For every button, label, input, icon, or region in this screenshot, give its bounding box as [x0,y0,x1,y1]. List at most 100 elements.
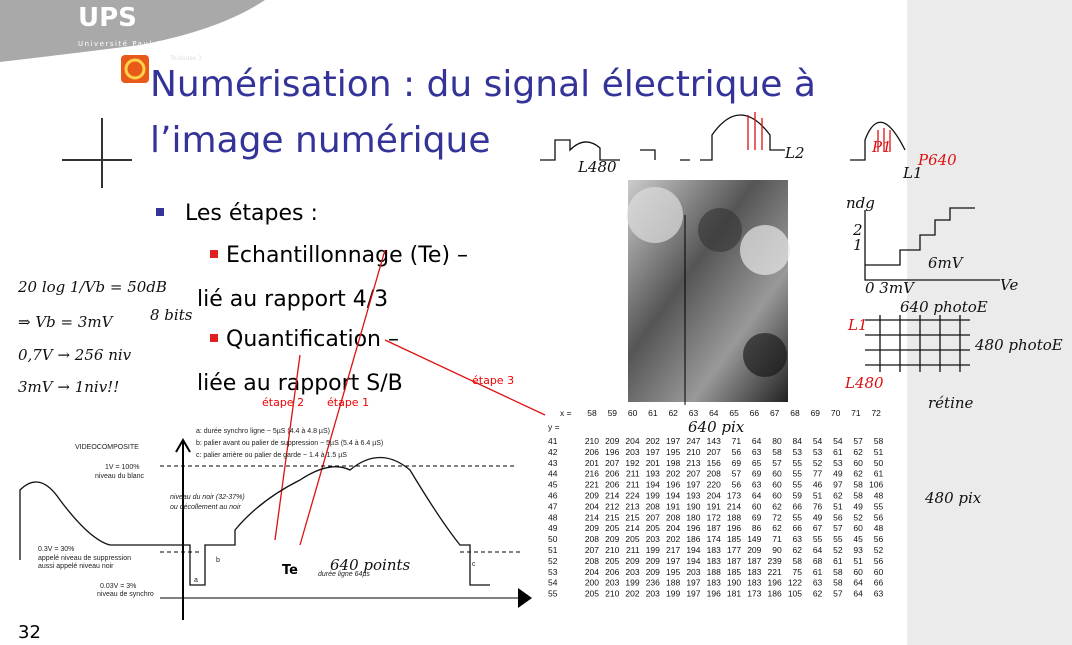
column-header: 72 [871,408,881,418]
table-cell: 63 [813,578,823,588]
table-cell: 58 [833,578,843,588]
table-cell: 209 [585,523,599,533]
table-cell: 209 [646,567,660,577]
table-label: y = [548,422,560,432]
arrow [274,354,301,541]
table-cell: 56 [833,512,843,522]
logo: UPS [78,3,137,33]
table-cell: 188 [666,578,680,588]
table-cell: 186 [686,534,700,544]
table-cell: 206 [605,469,619,479]
table-cell: 54 [813,436,823,446]
row-header: 44 [548,469,558,479]
bullet-text: Echantillonnage (Te) – [226,243,468,268]
row-header: 45 [548,480,558,490]
table-cell: 203 [646,534,660,544]
table-cell: 80 [772,436,782,446]
annotation: étape 2 [262,396,304,409]
column-header: 63 [689,408,699,418]
row-header: 46 [548,491,558,501]
table-cell: 199 [625,578,639,588]
table-cell: 64 [853,589,863,599]
table-cell: 55 [793,512,803,522]
table-cell: 185 [727,534,741,544]
handwriting: 20 log 1/Vb = 50dB [17,278,167,296]
column-header: 67 [770,408,780,418]
table-cell: 52 [813,458,823,468]
table-cell: 211 [626,469,640,479]
table-cell: 50 [874,458,884,468]
table-cell: 58 [772,447,782,457]
table-cell: 106 [869,480,883,490]
table-cell: 202 [666,469,680,479]
table-cell: 60 [853,567,863,577]
diagram-label: b: palier avant ou palier de suppression… [196,440,383,447]
table-cell: 203 [686,567,700,577]
photo-detail [698,208,742,252]
table-cell: 197 [686,589,700,599]
table-cell: 217 [666,545,680,555]
table-cell: 57 [732,469,742,479]
table-cell: 193 [646,469,660,479]
table-cell: 208 [585,556,599,566]
table-cell: 205 [646,523,660,533]
table-cell: 45 [853,534,863,544]
bullet-text: lié au rapport 4/3 [197,287,388,312]
table-cell: 194 [686,556,700,566]
diagram-label: durée ligne 64µs [318,571,370,578]
table-cell: 203 [625,567,639,577]
table-cell: 56 [874,512,884,522]
table-cell: 66 [874,578,884,588]
table-cell: 205 [605,523,619,533]
table-cell: 208 [585,534,599,544]
row-header: 51 [548,545,558,555]
table-cell: 57 [833,523,843,533]
table-cell: 60 [874,567,884,577]
diagram-label: 0.03V = 3% [100,583,136,590]
table-cell: 84 [793,436,803,446]
table-cell: 197 [666,556,680,566]
photo-detail [740,225,790,275]
table-cell: 191 [707,501,721,511]
signal-sketch [850,121,906,161]
table-cell: 207 [686,469,700,479]
table-cell: 201 [585,458,599,468]
column-header: 62 [668,408,678,418]
table-cell: 197 [646,447,660,457]
table-cell: 51 [833,501,843,511]
arrow [299,249,386,546]
table-cell: 53 [793,447,803,457]
table-cell: 58 [833,567,843,577]
table-cell: 90 [772,545,782,555]
table-cell: 54 [833,436,843,446]
handwriting: 6mV [928,254,965,272]
table-cell: 220 [707,480,721,490]
table-cell: 214 [625,523,639,533]
table-cell: 62 [853,469,863,479]
column-header: 64 [709,408,719,418]
table-cell: 62 [772,523,782,533]
table-cell: 214 [585,512,599,522]
table-cell: 62 [813,589,823,599]
table-cell: 55 [793,469,803,479]
table-cell: 203 [646,589,660,599]
table-cell: 203 [625,447,639,457]
column-header: 68 [790,408,800,418]
table-cell: 64 [853,578,863,588]
table-cell: 204 [585,567,599,577]
table-cell: 86 [752,523,762,533]
table-cell: 60 [752,501,762,511]
table-cell: 63 [793,534,803,544]
row-header: 52 [548,556,558,566]
table-cell: 209 [605,534,619,544]
handwriting: 640 pix [688,418,745,436]
table-cell: 64 [813,545,823,555]
table-cell: 60 [853,458,863,468]
table-cell: 93 [853,545,863,555]
row-header: 41 [548,436,558,446]
table-cell: 66 [793,501,803,511]
table-cell: 60 [772,491,782,501]
table-cell: 216 [585,469,599,479]
table-cell: 188 [727,512,741,522]
city: Toulouse 3 [169,55,202,62]
